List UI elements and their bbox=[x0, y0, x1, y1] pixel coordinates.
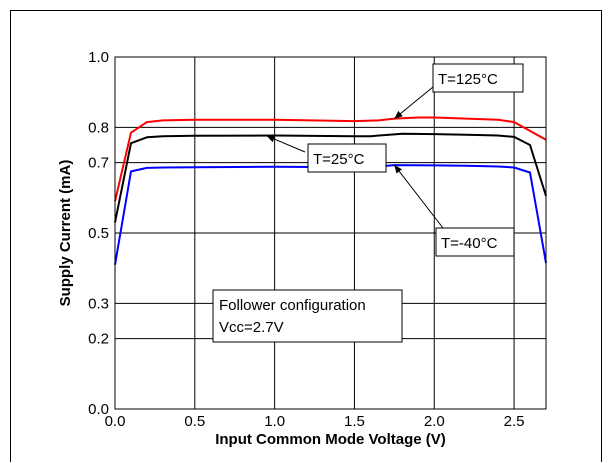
y-tick-label: 0.7 bbox=[88, 155, 109, 172]
annotation-arrowhead bbox=[394, 110, 403, 119]
y-tick-label: 0.3 bbox=[88, 295, 109, 312]
annotation-arrow bbox=[393, 164, 444, 229]
x-axis-label: Input Common Mode Voltage (V) bbox=[215, 431, 446, 448]
series-line bbox=[114, 116, 547, 202]
annotation-arrowhead bbox=[394, 165, 403, 174]
series-line bbox=[114, 132, 547, 223]
condition-note-line-1: Follower configuration bbox=[219, 297, 366, 314]
y-tick-label: 0.8 bbox=[88, 119, 109, 136]
y-tick-label: 0.2 bbox=[88, 331, 109, 348]
plot-area-border bbox=[114, 56, 547, 410]
y-tick-label: 0.0 bbox=[88, 401, 109, 418]
x-tick-label: 1.5 bbox=[344, 413, 365, 430]
annotation-layer: T=125°C T=25°C T=-40°C bbox=[266, 63, 524, 257]
annotation-label: T=-40°C bbox=[441, 235, 498, 252]
annotation-arrowhead bbox=[266, 135, 276, 143]
x-tick-label: 2.0 bbox=[424, 413, 445, 430]
y-axis-label: Supply Current (mA) bbox=[57, 160, 74, 307]
annotation-label: T=125°C bbox=[438, 71, 498, 88]
series-annotation: T=-40°C bbox=[393, 164, 515, 257]
x-tick-label: 0.5 bbox=[184, 413, 205, 430]
annotation-label: T=25°C bbox=[313, 151, 365, 168]
x-tick-label: 2.5 bbox=[504, 413, 525, 430]
series-annotation: T=25°C bbox=[266, 135, 387, 173]
condition-note-box bbox=[212, 289, 403, 343]
figure-frame bbox=[10, 10, 602, 462]
condition-note: Follower configuration Vcc=2.7V bbox=[212, 289, 403, 343]
annotation-arrow bbox=[394, 86, 434, 119]
annotation-box bbox=[435, 227, 515, 257]
annotation-box bbox=[432, 63, 524, 93]
y-tick-label: 0.5 bbox=[88, 225, 109, 242]
annotation-box bbox=[307, 143, 387, 173]
x-tick-label: 0.0 bbox=[105, 413, 126, 430]
tick-layer: 0.0 0.5 1.0 1.5 2.0 2.5 0.0 0.2 0.3 0.5 0.7 0.8 1.0 bbox=[88, 49, 524, 430]
x-tick-label: 1.0 bbox=[264, 413, 285, 430]
series-annotation: T=125°C bbox=[394, 63, 524, 119]
y-tick-label: 1.0 bbox=[88, 49, 109, 66]
condition-note-line-2: Vcc=2.7V bbox=[219, 319, 284, 336]
